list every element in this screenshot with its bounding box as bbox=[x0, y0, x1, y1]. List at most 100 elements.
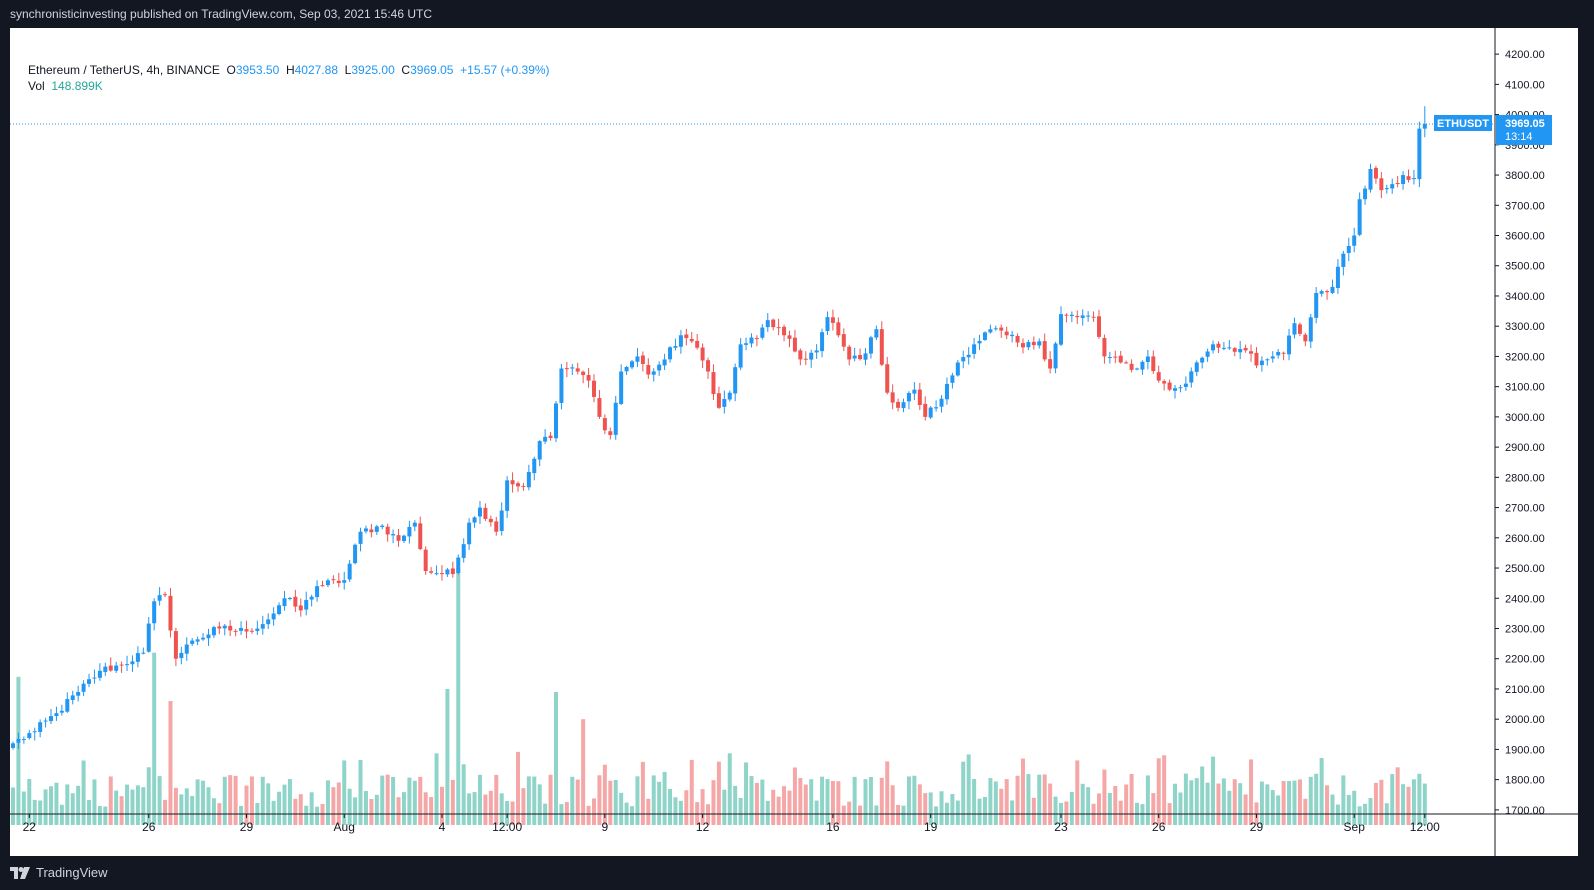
price-tick-label: 2400.00 bbox=[1505, 593, 1545, 605]
candle bbox=[662, 353, 667, 370]
volume-bar bbox=[727, 753, 732, 825]
candle-body bbox=[1259, 360, 1264, 366]
candle bbox=[749, 333, 754, 348]
candle-body bbox=[488, 518, 493, 523]
candle-body bbox=[809, 352, 814, 360]
candle bbox=[97, 663, 102, 681]
candle bbox=[1265, 358, 1270, 366]
candle bbox=[505, 476, 510, 518]
candle bbox=[906, 391, 911, 410]
candle-body bbox=[798, 350, 803, 360]
candle-body bbox=[222, 625, 227, 629]
time-tick-label: 12:00 bbox=[1410, 820, 1440, 834]
volume-bar bbox=[1325, 785, 1330, 825]
volume-bar bbox=[1064, 801, 1069, 825]
candle-body bbox=[1194, 362, 1199, 372]
candle-body bbox=[1357, 199, 1362, 235]
volume-bar bbox=[179, 794, 184, 825]
candle-body bbox=[1080, 315, 1085, 318]
price-tick-label: 3700.00 bbox=[1505, 200, 1545, 212]
candle bbox=[43, 717, 48, 728]
candle-body bbox=[928, 407, 933, 418]
candle-body bbox=[97, 670, 102, 678]
candle-body bbox=[912, 389, 917, 394]
volume-bar bbox=[765, 800, 770, 825]
candle bbox=[733, 363, 738, 402]
volume-bar bbox=[906, 776, 911, 825]
volume-bar bbox=[602, 764, 607, 825]
volume-bar bbox=[678, 800, 683, 825]
volume-bar bbox=[1113, 786, 1118, 825]
candle-body bbox=[1129, 363, 1134, 370]
candle bbox=[1080, 309, 1085, 326]
candle bbox=[879, 321, 884, 367]
candle bbox=[206, 628, 211, 646]
candle bbox=[678, 330, 683, 354]
time-tick-label: 12:00 bbox=[492, 820, 522, 834]
volume-bar bbox=[917, 784, 922, 825]
candle bbox=[1178, 384, 1183, 393]
candle bbox=[841, 328, 846, 352]
volume-bar bbox=[1232, 779, 1237, 825]
tradingview-brand[interactable]: TradingView bbox=[10, 865, 108, 880]
candle bbox=[592, 374, 597, 403]
candle-body bbox=[342, 580, 347, 583]
volume-bar bbox=[1010, 800, 1015, 825]
candle bbox=[434, 565, 439, 576]
candle bbox=[1390, 178, 1395, 194]
candle bbox=[190, 637, 195, 646]
volume-bar bbox=[993, 781, 998, 825]
candle bbox=[277, 602, 282, 616]
candle bbox=[988, 324, 993, 334]
volume-bar bbox=[1227, 790, 1232, 825]
chart-area[interactable]: 1700.00 1800.00 1900.00 2000.00 2100.00 2200.… bbox=[10, 28, 1578, 856]
candle-body bbox=[1303, 334, 1308, 342]
time-tick-label: Aug bbox=[334, 820, 355, 834]
volume-bar bbox=[760, 779, 765, 825]
volume-bar bbox=[1292, 780, 1297, 825]
candle-body bbox=[944, 383, 949, 400]
volume-bar bbox=[396, 797, 401, 825]
candlestick-chart[interactable]: 1700.00 1800.00 1900.00 2000.00 2100.00 2200.… bbox=[10, 28, 1578, 856]
volume-bar bbox=[575, 779, 580, 825]
volume-bar bbox=[1259, 781, 1264, 825]
volume-bar bbox=[445, 688, 450, 825]
candle-body bbox=[494, 521, 499, 532]
price-tick-label: 2000.00 bbox=[1505, 714, 1545, 726]
volume-bar bbox=[1129, 773, 1134, 825]
candle bbox=[320, 580, 325, 587]
candle-body bbox=[1015, 335, 1020, 343]
volume-bar bbox=[277, 791, 282, 825]
candle bbox=[59, 704, 64, 716]
candle bbox=[923, 396, 928, 421]
candle bbox=[1303, 332, 1308, 347]
candle-body bbox=[293, 596, 298, 607]
candle bbox=[315, 580, 320, 602]
candle-body bbox=[108, 665, 113, 671]
volume-bar bbox=[1373, 782, 1378, 825]
publish-info: synchronisticinvesting published on Trad… bbox=[10, 7, 433, 21]
candle bbox=[934, 400, 939, 412]
time-tick-label: 26 bbox=[142, 820, 156, 834]
candle bbox=[602, 414, 607, 435]
candle bbox=[358, 527, 363, 552]
ticker-tag-label: ETHUSDT bbox=[1437, 118, 1489, 130]
candle bbox=[689, 331, 694, 344]
volume-bar bbox=[912, 775, 917, 825]
candle bbox=[852, 347, 857, 362]
candle bbox=[1015, 333, 1020, 348]
candle-body bbox=[1406, 176, 1411, 180]
candle-body bbox=[559, 368, 564, 403]
candle bbox=[532, 456, 537, 481]
candle-body bbox=[668, 347, 673, 360]
candle-body bbox=[776, 327, 781, 329]
candle-body bbox=[1422, 123, 1427, 129]
candle-body bbox=[868, 337, 873, 354]
candle bbox=[1091, 311, 1096, 322]
volume-bar bbox=[97, 805, 102, 825]
price-tick-label: 2300.00 bbox=[1505, 623, 1545, 635]
candle bbox=[863, 348, 868, 366]
candle-body bbox=[423, 549, 428, 572]
candle-body bbox=[1368, 169, 1373, 190]
candle bbox=[1145, 349, 1150, 370]
